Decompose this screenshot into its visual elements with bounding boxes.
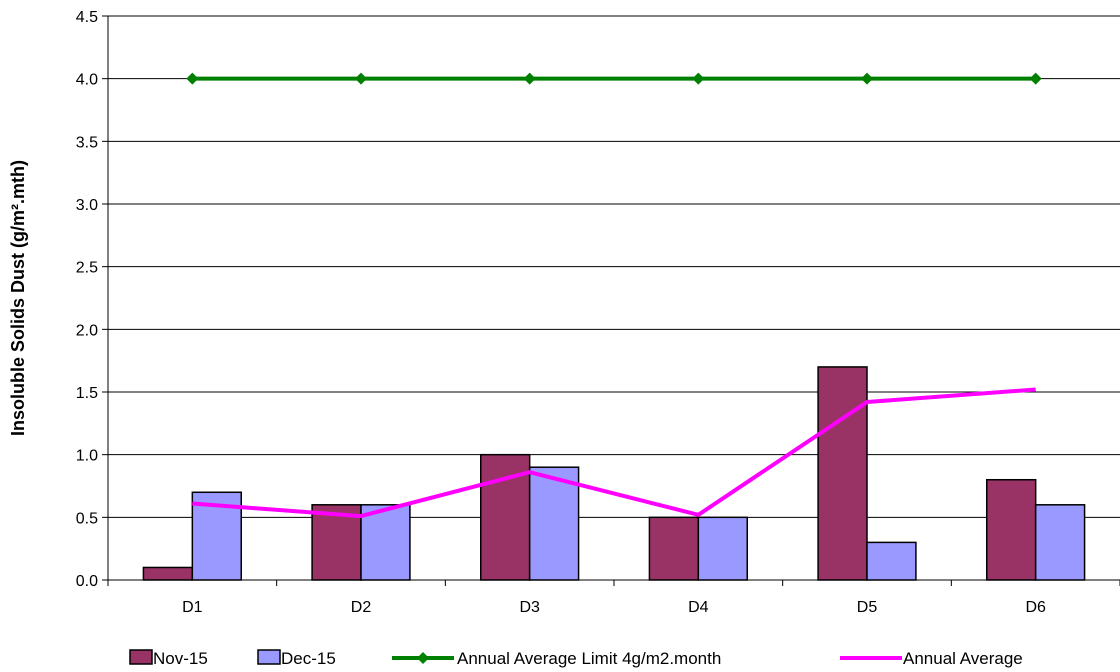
plot-area xyxy=(108,16,1120,580)
y-tick-label: 1.0 xyxy=(76,448,98,465)
lines xyxy=(186,72,1042,519)
y-tick-label: 3.0 xyxy=(76,197,98,214)
data-point-marker xyxy=(523,72,536,85)
bar xyxy=(817,366,868,581)
y-tick-label: 1.5 xyxy=(76,385,98,402)
bar xyxy=(360,504,411,581)
data-point-marker xyxy=(692,72,705,85)
bar xyxy=(866,541,917,581)
legend-label: Annual Average Limit 4g/m2.month xyxy=(457,649,721,668)
legend-label: Annual Average xyxy=(903,649,1023,668)
x-tick-label: D3 xyxy=(519,599,540,616)
data-point-marker xyxy=(355,72,367,85)
legend: Nov-15 Dec-15 Annual Average Limit 4g/m2.m… xyxy=(129,649,1023,668)
data-point-marker xyxy=(186,72,199,85)
y-tick-label: 2.0 xyxy=(76,322,98,339)
bar xyxy=(142,566,194,581)
y-tick-label: 0.0 xyxy=(76,573,98,590)
legend-label: Nov-15 xyxy=(153,649,208,668)
legend-swatch xyxy=(129,649,153,665)
bar xyxy=(986,478,1037,581)
data-point-marker xyxy=(861,72,873,85)
x-tick-label: D2 xyxy=(351,599,372,616)
y-tick-label: 4.0 xyxy=(76,72,98,89)
data-point-marker xyxy=(1029,72,1042,85)
legend-swatch xyxy=(257,649,281,665)
x-tick-label: D4 xyxy=(688,599,709,616)
legend-marker xyxy=(417,652,429,664)
y-tick-label: 0.5 xyxy=(76,510,98,527)
bar xyxy=(697,516,748,581)
y-tick-label: 3.5 xyxy=(76,134,98,151)
bar xyxy=(648,516,700,581)
legend-label: Dec-15 xyxy=(281,649,336,668)
x-tick-label: D6 xyxy=(1025,599,1046,616)
y-axis-title: Insoluble Solids Dust (g/m².mth) xyxy=(8,160,28,436)
series-line xyxy=(192,387,1036,519)
tick-labels: 0.0 0.5 1.0 1.5 2.0 2.5 3.0 3.5 4.0 4.5 D1 D2 D3 D4 D5… xyxy=(76,9,1046,616)
axes xyxy=(102,15,1120,586)
x-tick-label: D1 xyxy=(182,599,203,616)
y-tick-label: 4.5 xyxy=(76,9,98,26)
y-tick-label: 2.5 xyxy=(76,260,98,277)
bar xyxy=(1034,504,1086,581)
x-tick-label: D5 xyxy=(857,599,878,616)
